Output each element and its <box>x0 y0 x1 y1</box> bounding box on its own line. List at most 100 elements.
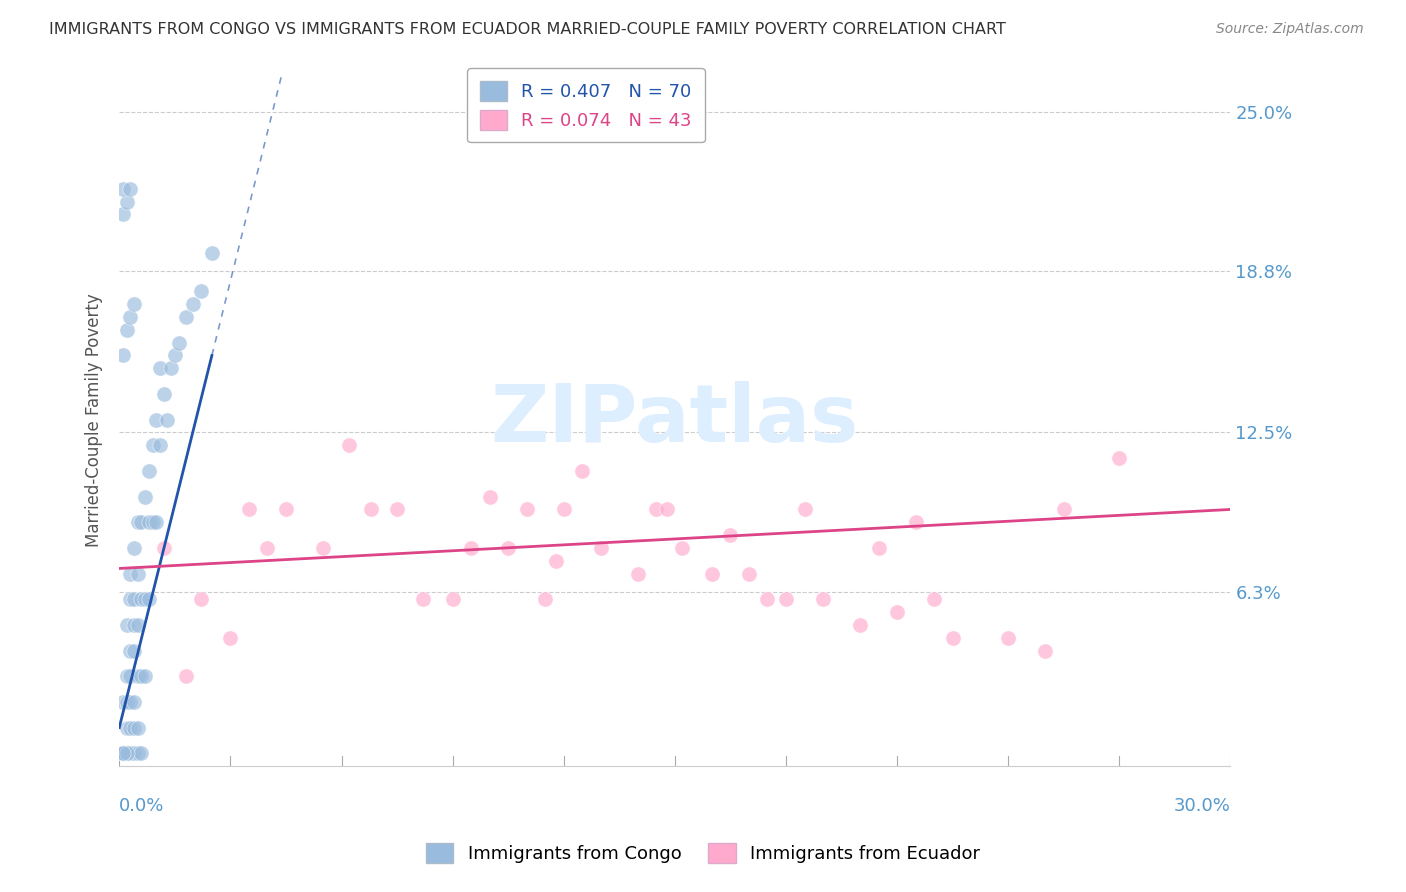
Point <box>142 438 165 452</box>
Point <box>811 592 834 607</box>
Point <box>127 746 149 760</box>
Point <box>160 361 183 376</box>
Point <box>627 566 650 581</box>
Point <box>120 721 142 735</box>
Point <box>534 592 557 607</box>
Point <box>115 618 138 632</box>
Point <box>201 245 224 260</box>
Point <box>115 746 138 760</box>
Point <box>120 746 142 760</box>
Text: IMMIGRANTS FROM CONGO VS IMMIGRANTS FROM ECUADOR MARRIED-COUPLE FAMILY POVERTY C: IMMIGRANTS FROM CONGO VS IMMIGRANTS FROM… <box>49 22 1007 37</box>
Point <box>111 746 134 760</box>
Point <box>553 502 575 516</box>
Point <box>219 631 242 645</box>
Point <box>115 194 138 209</box>
Point <box>312 541 335 555</box>
Text: Source: ZipAtlas.com: Source: ZipAtlas.com <box>1216 22 1364 37</box>
Point <box>156 412 179 426</box>
Point <box>868 541 890 555</box>
Point <box>120 566 142 581</box>
Point <box>115 746 138 760</box>
Point <box>190 592 212 607</box>
Point <box>122 592 145 607</box>
Point <box>183 297 205 311</box>
Point <box>122 643 145 657</box>
Point <box>134 490 156 504</box>
Point <box>793 502 815 516</box>
Point <box>149 438 172 452</box>
Point <box>138 516 160 530</box>
Point <box>167 335 190 350</box>
Point <box>412 592 434 607</box>
Point <box>111 746 134 760</box>
Legend: Immigrants from Congo, Immigrants from Ecuador: Immigrants from Congo, Immigrants from E… <box>415 832 991 874</box>
Point <box>131 669 153 683</box>
Point <box>127 618 149 632</box>
Point <box>190 285 212 299</box>
Point <box>1108 451 1130 466</box>
Point <box>115 721 138 735</box>
Point <box>274 502 297 516</box>
Point <box>120 695 142 709</box>
Point <box>120 310 142 324</box>
Point <box>138 464 160 478</box>
Point <box>756 592 779 607</box>
Point <box>152 541 174 555</box>
Point <box>738 566 761 581</box>
Point <box>127 721 149 735</box>
Point <box>886 605 908 619</box>
Point <box>145 412 167 426</box>
Point <box>142 516 165 530</box>
Point <box>115 746 138 760</box>
Point <box>589 541 612 555</box>
Point <box>120 746 142 760</box>
Point <box>115 746 138 760</box>
Point <box>385 502 408 516</box>
Point <box>337 438 360 452</box>
Point <box>849 618 872 632</box>
Point <box>120 669 142 683</box>
Point <box>700 566 723 581</box>
Text: ZIPatlas: ZIPatlas <box>491 381 859 458</box>
Point <box>1033 643 1056 657</box>
Text: 30.0%: 30.0% <box>1174 797 1230 814</box>
Point <box>1053 502 1076 516</box>
Point <box>111 746 134 760</box>
Point <box>516 502 538 516</box>
Point <box>111 695 134 709</box>
Point <box>571 464 593 478</box>
Point <box>122 746 145 760</box>
Point <box>111 207 134 221</box>
Point <box>478 490 501 504</box>
Text: 0.0%: 0.0% <box>120 797 165 814</box>
Point <box>111 182 134 196</box>
Point <box>122 618 145 632</box>
Point <box>115 695 138 709</box>
Point <box>131 746 153 760</box>
Point <box>238 502 260 516</box>
Point <box>496 541 519 555</box>
Point <box>256 541 278 555</box>
Point <box>120 746 142 760</box>
Point <box>671 541 693 555</box>
Point <box>441 592 464 607</box>
Point <box>111 746 134 760</box>
Point <box>111 349 134 363</box>
Point <box>127 669 149 683</box>
Point <box>115 323 138 337</box>
Point <box>134 669 156 683</box>
Point <box>127 516 149 530</box>
Point <box>131 592 153 607</box>
Point <box>997 631 1019 645</box>
Point <box>127 566 149 581</box>
Point <box>174 669 197 683</box>
Point <box>942 631 965 645</box>
Point <box>546 554 568 568</box>
Point <box>174 310 197 324</box>
Point <box>115 669 138 683</box>
Point <box>115 746 138 760</box>
Point <box>922 592 945 607</box>
Point <box>145 516 167 530</box>
Point <box>122 541 145 555</box>
Point <box>657 502 679 516</box>
